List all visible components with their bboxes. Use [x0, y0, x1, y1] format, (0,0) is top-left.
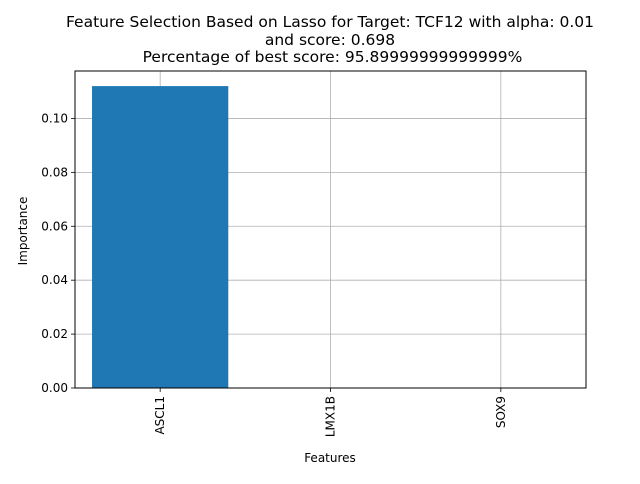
x-tick-label: LMX1B [324, 396, 338, 437]
y-tick-label: 0.00 [41, 381, 68, 395]
y-tick-label: 0.06 [41, 219, 68, 233]
chart-title-line-1: Feature Selection Based on Lasso for Tar… [66, 13, 594, 31]
y-tick-label: 0.04 [41, 273, 68, 287]
x-axis-label: Features [304, 451, 356, 465]
x-tick-label: ASCL1 [153, 396, 167, 435]
chart-title-line-3: Percentage of best score: 95.89999999999… [138, 48, 523, 66]
chart-title-line-2: and score: 0.698 [265, 31, 395, 49]
x-ticks: ASCL1 LMX1B SOX9 [153, 388, 508, 437]
y-tick-label: 0.10 [41, 111, 68, 125]
y-axis-label: Importance [16, 197, 30, 266]
x-tick-label: SOX9 [494, 396, 508, 428]
bars [92, 86, 229, 388]
y-tick-label: 0.08 [41, 165, 68, 179]
bar-ascl1 [92, 86, 229, 388]
chart-title: Feature Selection Based on Lasso for Tar… [66, 13, 594, 66]
y-ticks: 0.00 0.02 0.04 0.06 0.08 0.10 [41, 111, 75, 395]
y-tick-label: 0.02 [41, 327, 68, 341]
